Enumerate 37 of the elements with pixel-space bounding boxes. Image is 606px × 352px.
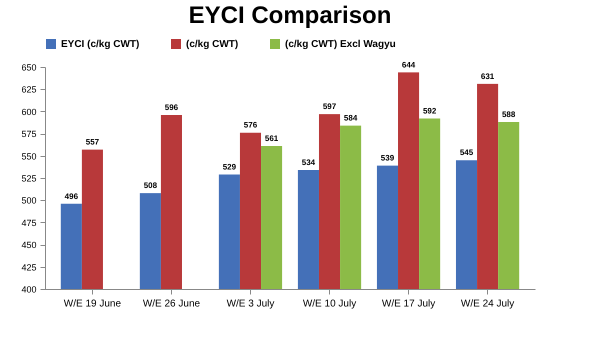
y-tick-label: 500 [21, 196, 36, 206]
data-label: 496 [64, 192, 79, 201]
x-tick-label: W/E 24 July [460, 298, 514, 310]
legend-label: EYCI (c/kg CWT) [61, 39, 140, 50]
data-label: 631 [480, 72, 495, 81]
y-tick-label: 600 [21, 106, 36, 117]
data-label: 597 [322, 102, 337, 112]
y-tick-label: 425 [21, 262, 36, 272]
y-tick-label: 450 [21, 240, 36, 250]
data-label: 539 [380, 154, 395, 163]
data-label: 529 [222, 162, 237, 172]
y-tick-label: 550 [21, 151, 36, 162]
x-tick-label: W/E 3 July [226, 298, 274, 310]
data-label: 545 [460, 148, 474, 158]
y-tick-label: 525 [21, 174, 36, 184]
data-label: 561 [264, 134, 279, 144]
y-tick-label: 650 [21, 62, 36, 72]
data-label: 596 [164, 102, 179, 112]
chart-title: EYCI Comparison [188, 2, 392, 29]
y-tick-label: 575 [21, 129, 36, 140]
data-label: 508 [144, 181, 158, 190]
data-label: 534 [302, 158, 316, 168]
data-label: 588 [502, 110, 516, 120]
data-label: 584 [344, 114, 358, 123]
legend-label: (c/kg CWT) [186, 39, 238, 50]
x-tick-label: W/E 10 July [302, 298, 356, 310]
x-tick-label: W/E 19 June [64, 298, 122, 310]
data-label: 557 [86, 138, 100, 147]
data-label: 576 [244, 120, 258, 130]
y-tick-label: 475 [21, 218, 36, 228]
x-tick-label: W/E 26 June [142, 298, 201, 310]
data-label: 592 [422, 106, 437, 116]
legend-label: (c/kg CWT) Excl Wagyu [285, 39, 396, 50]
y-tick-label: 400 [21, 284, 36, 294]
x-tick-label: W/E 17 July [382, 298, 436, 310]
data-label: 644 [402, 60, 416, 70]
y-tick-label: 625 [21, 84, 36, 95]
